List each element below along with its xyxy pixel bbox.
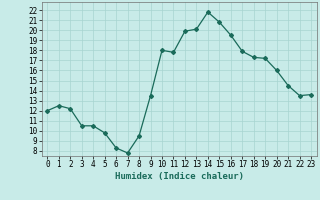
- X-axis label: Humidex (Indice chaleur): Humidex (Indice chaleur): [115, 172, 244, 181]
